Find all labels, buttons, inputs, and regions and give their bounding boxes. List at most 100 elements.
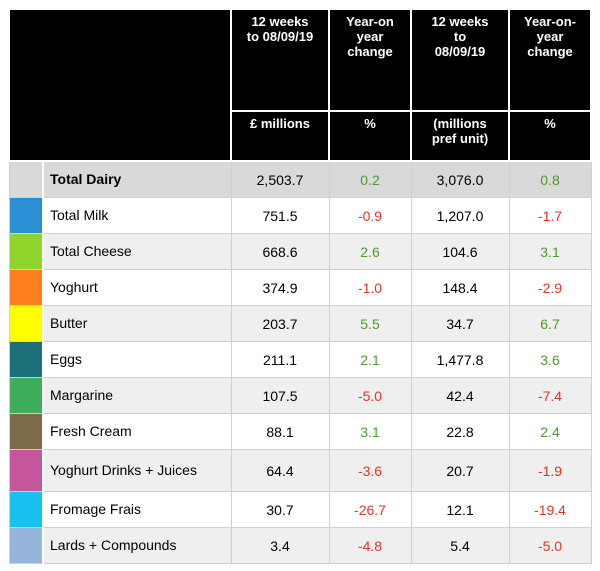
header-period-units: 12 weeks to 08/09/19 bbox=[410, 8, 510, 112]
table-row: Margarine 107.5 -5.0 42.4 -7.4 bbox=[8, 377, 592, 414]
change-units-percent: -2.9 bbox=[508, 269, 592, 306]
category-color-swatch bbox=[9, 492, 42, 527]
change-gbp-percent: -3.6 bbox=[328, 449, 412, 492]
header-change-value-line1: Year-on bbox=[346, 14, 394, 29]
header-period-value-line1: 12 weeks bbox=[251, 14, 309, 29]
value-pref-units: 5.4 bbox=[410, 527, 510, 564]
category-name: Butter bbox=[42, 305, 232, 342]
value-pref-units: 1,477.8 bbox=[410, 341, 510, 378]
header-period-units-line2: to bbox=[453, 29, 467, 44]
total-row: Total Dairy 2,503.7 0.2 3,076.0 0.8 bbox=[8, 160, 592, 198]
category-swatch-cell bbox=[8, 449, 44, 492]
value-pref-units: 148.4 bbox=[410, 269, 510, 306]
unit-percent-units: % bbox=[508, 110, 592, 162]
header-blank-cell bbox=[8, 8, 232, 111]
change-units-percent: -19.4 bbox=[508, 491, 592, 528]
category-color-swatch bbox=[9, 378, 42, 413]
category-swatch-cell bbox=[8, 491, 44, 528]
header-row-units: £ millions % (millions pref unit) % bbox=[8, 110, 592, 162]
table-row: Fromage Frais 30.7 -26.7 12.1 -19.4 bbox=[8, 491, 592, 528]
unit-gbp-millions: £ millions bbox=[230, 110, 330, 162]
value-gbp-millions: 668.6 bbox=[230, 233, 330, 270]
value-pref-units: 12.1 bbox=[410, 491, 510, 528]
header-period-value: 12 weeks to 08/09/19 bbox=[230, 8, 330, 112]
table-row: Eggs 211.1 2.1 1,477.8 3.6 bbox=[8, 341, 592, 378]
header-change-units-line2: year bbox=[536, 29, 564, 44]
value-pref-units: 1,207.0 bbox=[410, 197, 510, 234]
change-units-percent: -1.9 bbox=[508, 449, 592, 492]
header-change-units: Year-on- year change bbox=[508, 8, 592, 112]
unit-millions-pref-unit-line1: (millions bbox=[433, 116, 487, 131]
change-units-percent: -7.4 bbox=[508, 377, 592, 414]
table-header: 12 weeks to 08/09/19 Year-on year change… bbox=[8, 8, 592, 162]
value-pref-units: 20.7 bbox=[410, 449, 510, 492]
header-period-units-line1: 12 weeks bbox=[431, 14, 489, 29]
dairy-sales-table: 12 weeks to 08/09/19 Year-on year change… bbox=[8, 8, 592, 564]
table-row: Yoghurt Drinks + Juices 64.4 -3.6 20.7 -1.9 bbox=[8, 449, 592, 492]
category-color-swatch bbox=[9, 162, 42, 197]
value-gbp-millions: 3.4 bbox=[230, 527, 330, 564]
category-swatch-cell bbox=[8, 341, 44, 378]
value-gbp-millions: 30.7 bbox=[230, 491, 330, 528]
category-color-swatch bbox=[9, 414, 42, 449]
category-name: Eggs bbox=[42, 341, 232, 378]
value-gbp-millions: 211.1 bbox=[230, 341, 330, 378]
category-name: Lards + Compounds bbox=[42, 527, 232, 564]
header-change-value-line3: change bbox=[347, 44, 393, 59]
category-swatch-cell bbox=[8, 233, 44, 270]
value-gbp-millions: 374.9 bbox=[230, 269, 330, 306]
change-units-percent: 6.7 bbox=[508, 305, 592, 342]
header-change-units-line3: change bbox=[527, 44, 573, 59]
category-swatch-cell bbox=[8, 305, 44, 342]
category-color-swatch bbox=[9, 528, 42, 563]
header-row-periods: 12 weeks to 08/09/19 Year-on year change… bbox=[8, 8, 592, 112]
category-swatch-cell bbox=[8, 160, 44, 198]
change-gbp-percent: -1.0 bbox=[328, 269, 412, 306]
value-pref-units: 3,076.0 bbox=[410, 160, 510, 198]
category-name: Fresh Cream bbox=[42, 413, 232, 450]
unit-millions-pref-unit-line2: pref unit) bbox=[431, 131, 489, 146]
category-swatch-cell bbox=[8, 377, 44, 414]
change-gbp-percent: -5.0 bbox=[328, 377, 412, 414]
change-gbp-percent: 5.5 bbox=[328, 305, 412, 342]
table-row: Total Cheese 668.6 2.6 104.6 3.1 bbox=[8, 233, 592, 270]
category-name: Total Cheese bbox=[42, 233, 232, 270]
dairy-sales-table-container: 12 weeks to 08/09/19 Year-on year change… bbox=[8, 8, 592, 564]
header-change-value-line2: year bbox=[356, 29, 384, 44]
category-color-swatch bbox=[9, 234, 42, 269]
change-units-percent: -5.0 bbox=[508, 527, 592, 564]
category-color-swatch bbox=[9, 198, 42, 233]
change-units-percent: 2.4 bbox=[508, 413, 592, 450]
change-gbp-percent: 0.2 bbox=[328, 160, 412, 198]
value-pref-units: 22.8 bbox=[410, 413, 510, 450]
table-row: Total Milk 751.5 -0.9 1,207.0 -1.7 bbox=[8, 197, 592, 234]
value-pref-units: 104.6 bbox=[410, 233, 510, 270]
change-units-percent: 0.8 bbox=[508, 160, 592, 198]
value-gbp-millions: 2,503.7 bbox=[230, 160, 330, 198]
header-period-units-line3: 08/09/19 bbox=[434, 44, 486, 59]
change-gbp-percent: -4.8 bbox=[328, 527, 412, 564]
change-gbp-percent: -26.7 bbox=[328, 491, 412, 528]
table-body: Total Dairy 2,503.7 0.2 3,076.0 0.8 Total Mil… bbox=[8, 160, 592, 564]
category-swatch-cell bbox=[8, 269, 44, 306]
category-swatch-cell bbox=[8, 413, 44, 450]
table-row: Butter 203.7 5.5 34.7 6.7 bbox=[8, 305, 592, 342]
value-pref-units: 42.4 bbox=[410, 377, 510, 414]
table-row: Yoghurt 374.9 -1.0 148.4 -2.9 bbox=[8, 269, 592, 306]
category-name: Yoghurt Drinks + Juices bbox=[42, 449, 232, 492]
unit-percent-value: % bbox=[328, 110, 412, 162]
category-color-swatch bbox=[9, 450, 42, 491]
category-swatch-cell bbox=[8, 197, 44, 234]
category-swatch-cell bbox=[8, 527, 44, 564]
change-units-percent: -1.7 bbox=[508, 197, 592, 234]
value-gbp-millions: 88.1 bbox=[230, 413, 330, 450]
change-gbp-percent: 3.1 bbox=[328, 413, 412, 450]
category-name: Total Milk bbox=[42, 197, 232, 234]
category-name: Total Dairy bbox=[42, 160, 232, 198]
unit-millions-pref-unit: (millions pref unit) bbox=[410, 110, 510, 162]
category-name: Fromage Frais bbox=[42, 491, 232, 528]
value-gbp-millions: 107.5 bbox=[230, 377, 330, 414]
category-color-swatch bbox=[9, 342, 42, 377]
category-name: Margarine bbox=[42, 377, 232, 414]
header-change-value: Year-on year change bbox=[328, 8, 412, 112]
